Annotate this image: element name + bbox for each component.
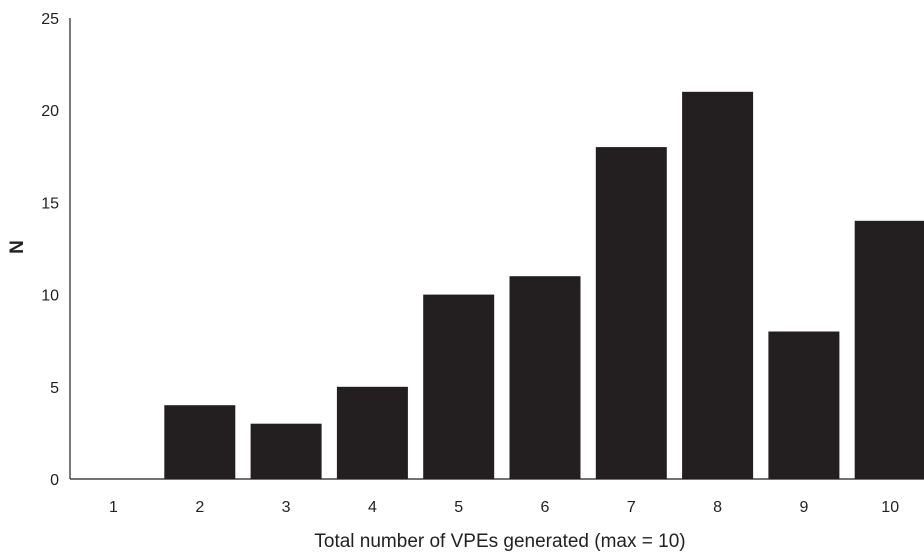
x-tick-label-8: 8 <box>713 499 722 516</box>
y-tick-label-0: 0 <box>50 472 59 489</box>
x-tick-label-1: 1 <box>109 499 118 516</box>
y-axis-title: N <box>7 240 28 254</box>
y-tick-labels: 0 5 10 15 20 25 <box>41 11 59 489</box>
bar-3 <box>250 423 322 479</box>
x-tick-labels: 1 2 3 4 5 6 7 8 9 10 <box>109 499 899 516</box>
bar-7 <box>595 147 667 479</box>
y-tick-label-15: 15 <box>41 195 59 212</box>
bar-5 <box>423 294 495 479</box>
bar-8 <box>682 91 754 480</box>
bars-group <box>164 91 924 480</box>
bar-4 <box>336 386 408 479</box>
x-tick-label-10: 10 <box>881 499 899 516</box>
bar-9 <box>768 331 840 479</box>
x-tick-label-4: 4 <box>368 499 377 516</box>
y-tick-label-5: 5 <box>50 380 59 397</box>
bar-10 <box>854 220 924 480</box>
x-tick-label-5: 5 <box>454 499 463 516</box>
y-tick-label-10: 10 <box>41 288 59 305</box>
x-tick-label-3: 3 <box>282 499 291 516</box>
bar-6 <box>509 276 581 479</box>
axes-group <box>69 18 924 480</box>
x-tick-label-9: 9 <box>799 499 808 516</box>
y-tick-label-25: 25 <box>41 11 59 28</box>
y-tick-label-20: 20 <box>41 103 59 120</box>
x-axis-title: Total number of VPEs generated (max = 10… <box>314 531 685 552</box>
bar-2 <box>164 405 236 479</box>
x-tick-label-7: 7 <box>627 499 636 516</box>
x-tick-label-2: 2 <box>195 499 204 516</box>
x-tick-label-6: 6 <box>541 499 550 516</box>
